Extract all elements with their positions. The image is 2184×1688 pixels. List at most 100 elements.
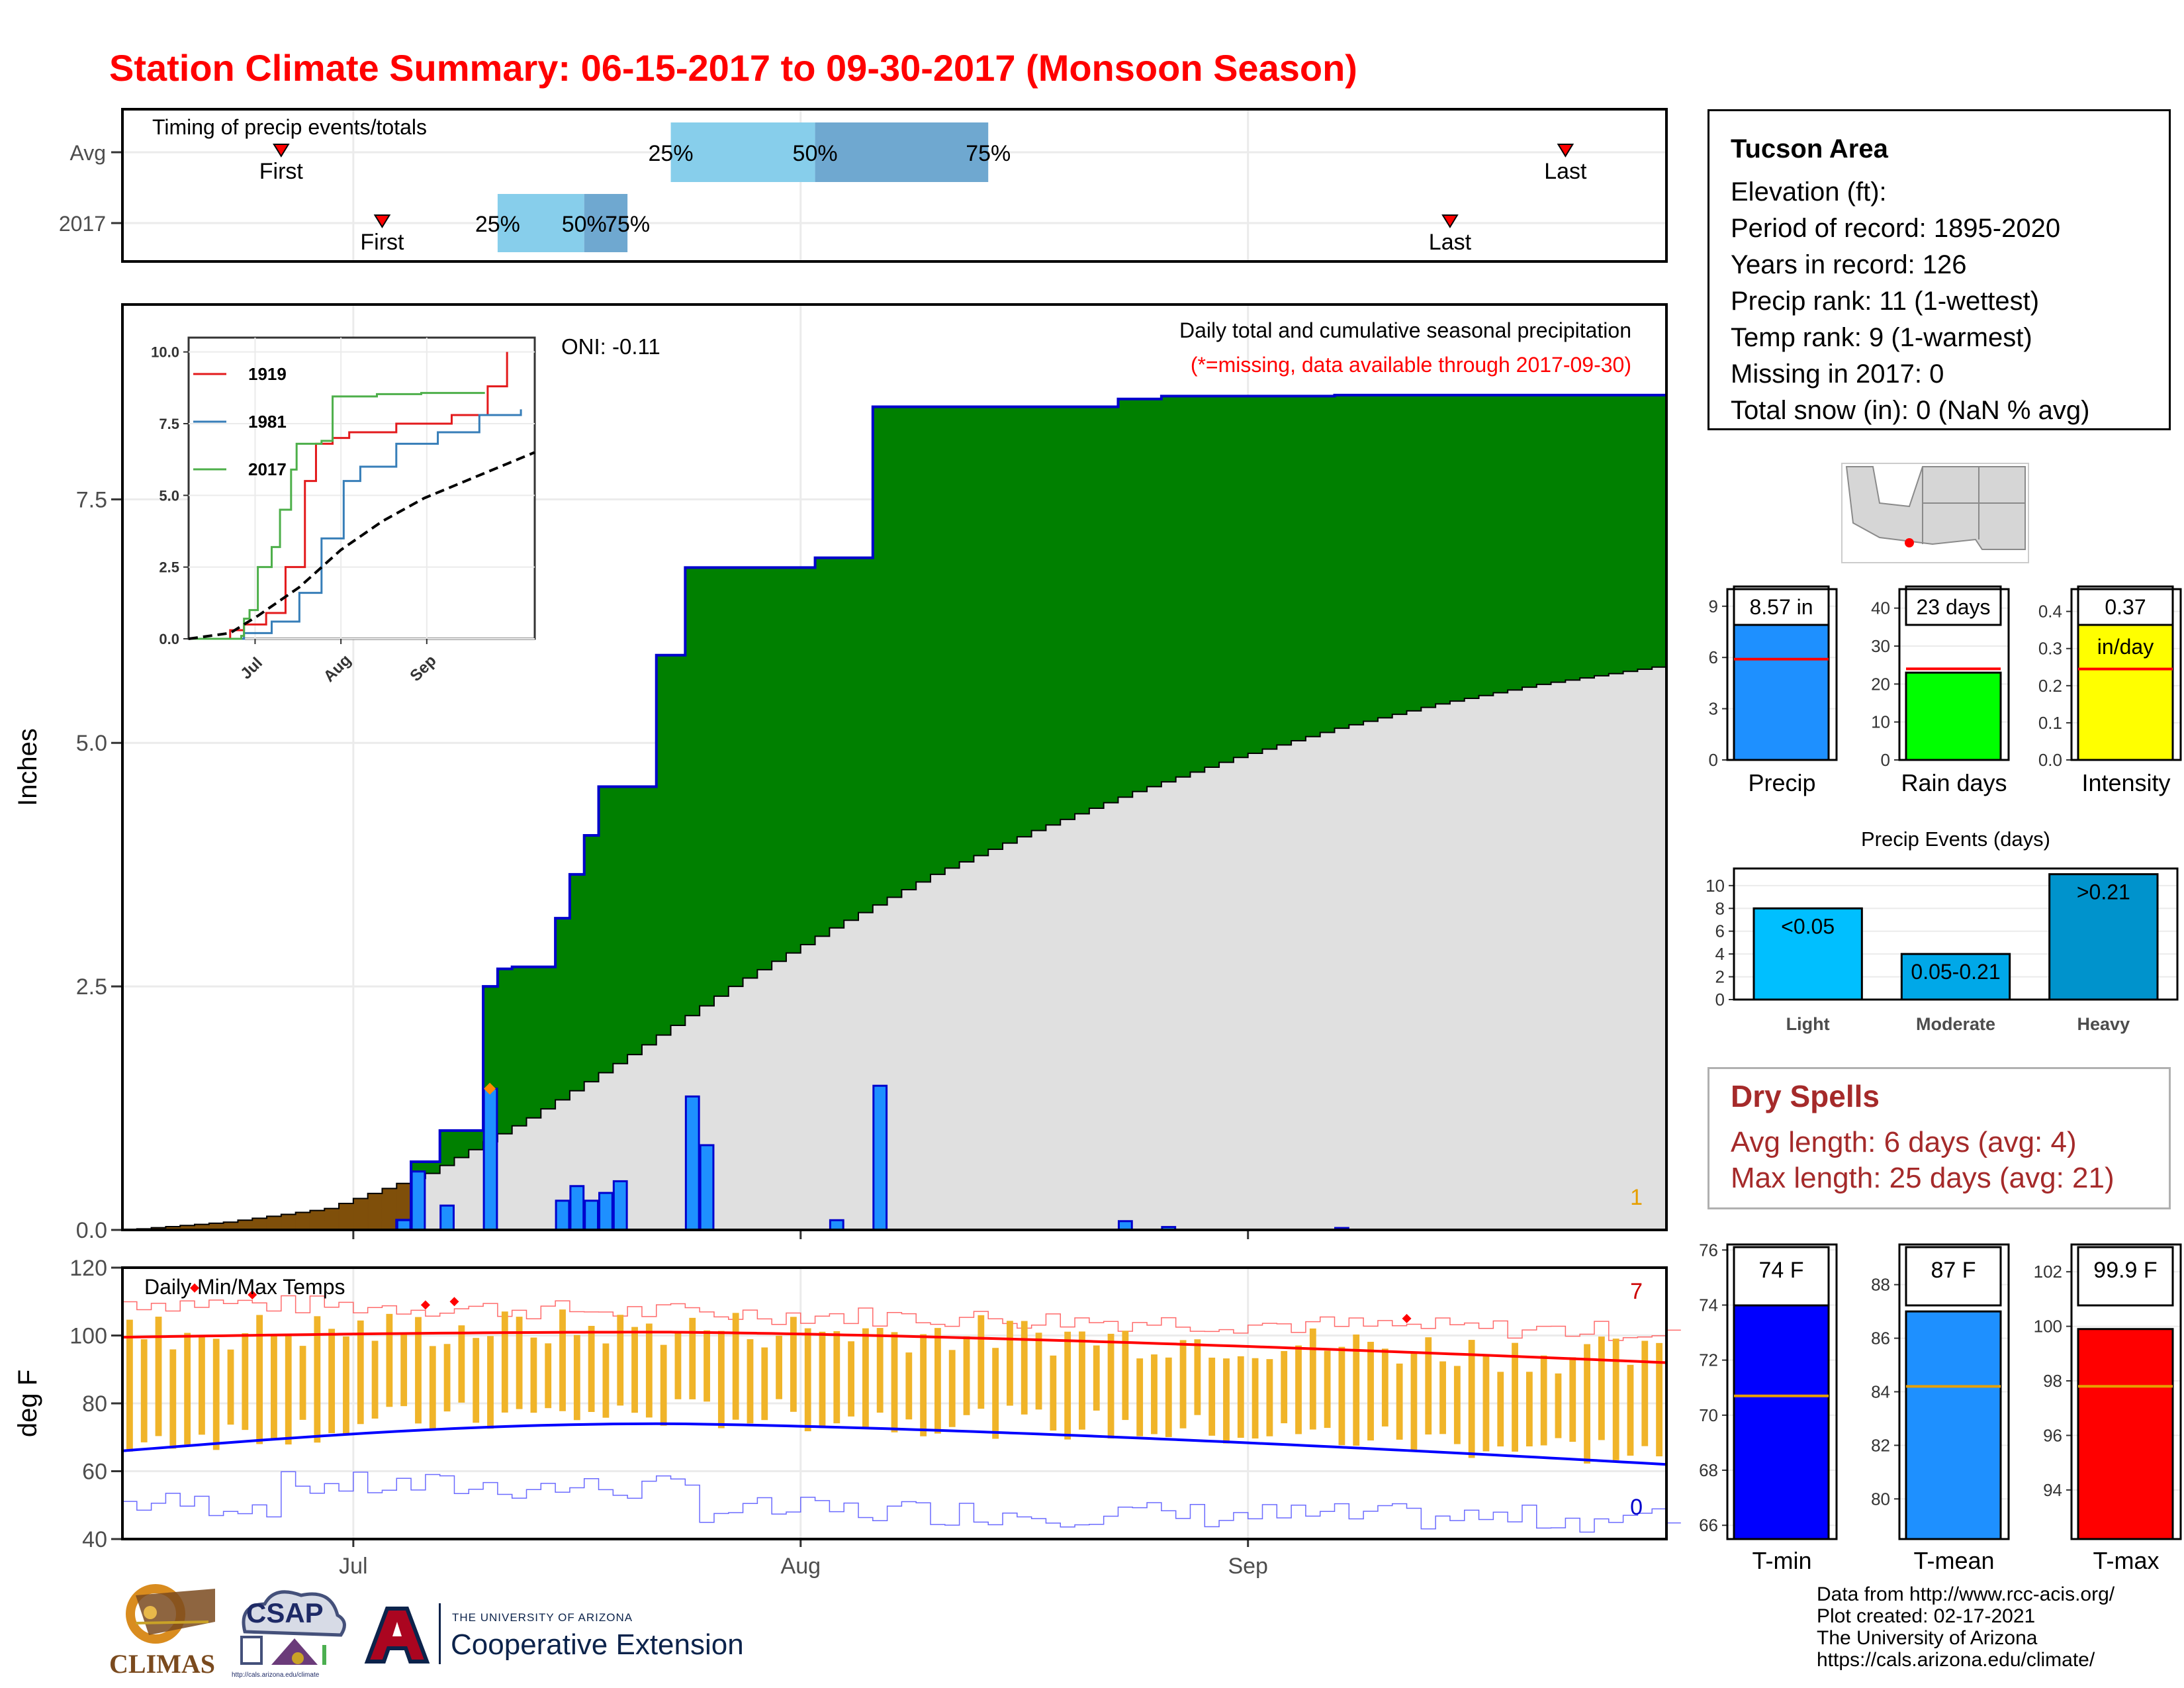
mini-value-box	[2077, 585, 2174, 626]
daily-precip-bar	[569, 1185, 585, 1231]
tbar-category-label: T-min	[1752, 1547, 1812, 1574]
temp-ytick-label: 120	[69, 1256, 107, 1281]
events-category-label: Light	[1786, 1014, 1830, 1034]
temp-daily-range-bar	[1324, 1350, 1331, 1429]
temp-ytick-label: 100	[69, 1324, 107, 1349]
csap-url: http://cals.arizona.edu/climate	[232, 1671, 320, 1679]
mini-value-label: 0.37	[2105, 595, 2146, 619]
timing-last-marker	[1441, 214, 1459, 228]
temp-daily-range-bar	[704, 1330, 710, 1402]
mini-category-label: Precip	[1748, 769, 1815, 796]
dry-spells-avg: Avg length: 6 days (avg: 4)	[1731, 1126, 2077, 1158]
temp-daily-range-bar	[674, 1333, 682, 1399]
precip-record-marker	[484, 1082, 496, 1095]
precip-ytick-label: 2.5	[76, 974, 107, 1000]
info-line-period: Period of record: 1895-2020	[1731, 214, 2061, 243]
precip-subtitle: Daily total and cumulative seasonal prec…	[1179, 318, 1631, 342]
map-station-marker	[1905, 538, 1914, 547]
ua-cooperative-extension: Cooperative Extension	[451, 1628, 744, 1661]
month-xtick-label: Aug	[781, 1554, 821, 1579]
mini-value-label: 23 days	[1916, 595, 1990, 619]
mini-panel-border	[1726, 588, 1838, 761]
temp-ytick-label: 80	[82, 1391, 107, 1417]
temp-daily-range-bar	[386, 1313, 393, 1407]
temp-daily-range-bar	[1612, 1338, 1619, 1460]
timing-pct-label: 50%	[562, 212, 607, 237]
temp-daily-range-bar	[285, 1335, 292, 1445]
month-xtick-label: Sep	[1228, 1554, 1268, 1579]
tbar-t-min	[1733, 1301, 1830, 1540]
tbar-ytick-label: 94	[2043, 1480, 2062, 1500]
temp-daily-range-bar	[1641, 1340, 1649, 1446]
credit-url: https://cals.arizona.edu/climate/	[1817, 1649, 2095, 1671]
temp-daily-range-bar	[1151, 1354, 1158, 1434]
tbar-ytick-label: 102	[2034, 1262, 2062, 1282]
temp-daily-range-bar	[631, 1327, 638, 1413]
timing-last-label: Last	[1429, 230, 1472, 255]
daily-precip-bar	[555, 1199, 570, 1231]
temp-daily-range-bar	[314, 1316, 321, 1443]
events-bar-label: 0.05-0.21	[1911, 960, 2000, 984]
events-ytick-label: 8	[1715, 898, 1725, 918]
temp-daily-range-bar	[1035, 1333, 1042, 1410]
temp-daily-range-bar	[1584, 1344, 1590, 1464]
temp-daily-range-bar	[1656, 1342, 1663, 1457]
temp-panel-border	[121, 1266, 1668, 1540]
temp-daily-range-bar	[1179, 1340, 1187, 1429]
events-panel-border	[1733, 867, 2179, 1001]
temp-daily-range-bar	[516, 1317, 523, 1409]
temp-daily-range-bar	[1410, 1351, 1418, 1450]
temp-daily-range-bar	[1381, 1348, 1388, 1427]
tbar-ytick-label: 76	[1699, 1240, 1718, 1260]
temp-daily-range-bar	[891, 1332, 898, 1432]
temp-daily-range-bar	[776, 1335, 782, 1399]
events-ytick-label: 10	[1706, 876, 1725, 896]
temp-daily-range-bar	[1007, 1321, 1013, 1406]
mini-value-label: 8.57 in	[1749, 595, 1813, 619]
timing-first-label: First	[360, 230, 404, 255]
tbar-t-mean	[1905, 1310, 2002, 1540]
inset-series-1981	[189, 409, 522, 640]
temp-daily-range-bar	[199, 1336, 205, 1435]
temp-daily-range-bar	[1425, 1337, 1432, 1435]
temp-daily-range-bar	[1367, 1342, 1374, 1441]
dry-spells-max: Max length: 25 days (avg: 21)	[1731, 1162, 2115, 1194]
temp-daily-range-bar	[1295, 1345, 1302, 1434]
temp-daily-range-bar	[689, 1317, 696, 1399]
inset-ytick-label: 0.0	[159, 631, 179, 647]
temp-daily-range-bar	[948, 1350, 956, 1427]
temp-daily-range-bar	[1122, 1331, 1129, 1421]
timing-pct-label: 75%	[605, 212, 650, 237]
daily-precip-bar	[396, 1219, 412, 1231]
mini-ytick-label: 6	[1709, 647, 1718, 667]
precip-ylabel: Inches	[13, 728, 42, 806]
temp-daily-range-bar	[1627, 1364, 1634, 1456]
tbar-ytick-label: 98	[2043, 1371, 2062, 1391]
events-bar-moderate	[1900, 953, 2011, 1001]
temp-daily-range-bar	[573, 1335, 580, 1421]
ua-logo: THE UNIVERSITY OF ARIZONA Cooperative Ex…	[361, 1602, 744, 1675]
temp-daily-range-bar	[1497, 1372, 1504, 1447]
temp-daily-range-bar	[256, 1315, 263, 1444]
timing-pct-label: 25%	[475, 212, 520, 237]
temp-record-marker	[420, 1300, 430, 1310]
tbar-ytick-label: 84	[1871, 1382, 1890, 1402]
temp-daily-range-bar	[1079, 1331, 1085, 1430]
timing-row-label: Avg	[69, 141, 106, 165]
temp-daily-range-bar	[920, 1334, 927, 1436]
mini-bar-intensity	[2077, 621, 2174, 761]
timing-bar-25-50	[670, 122, 815, 182]
temp-daily-range-bar	[1555, 1373, 1562, 1438]
temp-daily-range-bar	[1223, 1358, 1230, 1444]
temp-daily-range-bar	[140, 1339, 148, 1442]
temp-ytick-label: 40	[82, 1527, 107, 1552]
temp-daily-range-bar	[1338, 1346, 1345, 1446]
temp-record-high-count: 7	[1630, 1279, 1643, 1304]
temp-daily-range-bar	[978, 1315, 985, 1409]
tbar-ytick-label: 86	[1871, 1329, 1890, 1348]
precip-count-label: 1	[1630, 1185, 1643, 1210]
temp-daily-range-bar	[804, 1328, 811, 1432]
precip-ytick-label: 7.5	[76, 487, 107, 512]
temp-daily-range-bar	[328, 1329, 336, 1433]
info-line-years: Years in record: 126	[1731, 250, 1967, 279]
